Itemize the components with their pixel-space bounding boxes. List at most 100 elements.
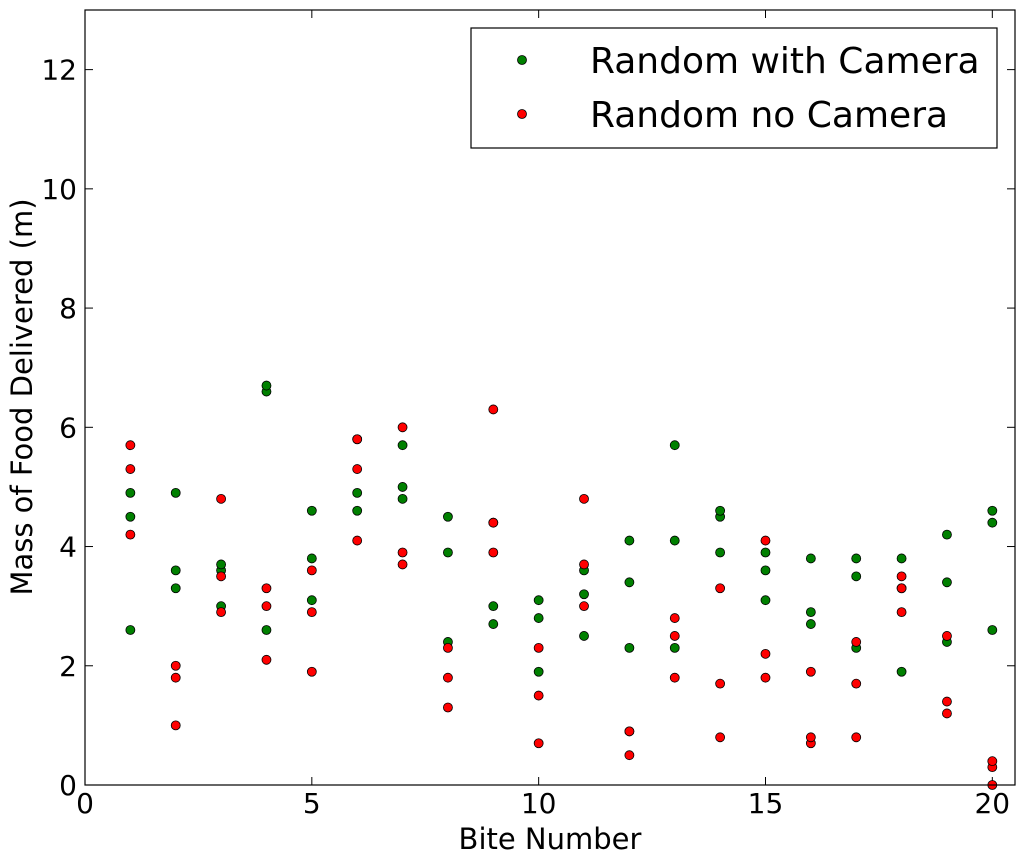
data-point-series-2	[352, 535, 363, 546]
data-point-series-2	[624, 726, 635, 737]
data-points	[125, 380, 998, 790]
data-point-series-1	[624, 535, 635, 546]
data-point-series-2	[125, 529, 136, 540]
data-point-series-2	[942, 708, 952, 719]
data-point-series-2	[760, 648, 771, 659]
data-point-series-1	[125, 625, 136, 635]
data-point-series-1	[125, 511, 136, 522]
data-point-series-2	[216, 607, 226, 618]
data-point-series-2	[125, 440, 136, 451]
data-point-series-2	[760, 672, 771, 683]
data-point-series-2	[443, 642, 453, 653]
data-point-series-2	[896, 571, 907, 582]
y-tick-label: 2	[59, 650, 77, 683]
data-point-series-1	[261, 625, 272, 635]
data-point-series-1	[669, 642, 680, 653]
data-point-series-1	[805, 619, 816, 629]
data-point-series-1	[397, 482, 408, 492]
data-point-series-2	[987, 756, 998, 767]
data-point-series-2	[488, 517, 499, 528]
data-point-series-1	[805, 607, 816, 618]
data-point-series-1	[579, 631, 589, 641]
data-point-series-2	[896, 583, 907, 594]
data-point-series-2	[579, 601, 589, 612]
data-point-series-1	[669, 535, 680, 546]
data-point-series-1	[987, 505, 998, 516]
data-point-series-1	[443, 511, 453, 522]
data-point-series-1	[306, 505, 317, 516]
data-point-series-1	[125, 487, 136, 498]
data-point-series-2	[397, 422, 408, 433]
data-point-series-1	[987, 625, 998, 635]
data-point-series-1	[942, 529, 952, 540]
x-tick-label: 10	[521, 787, 557, 820]
y-axis-label: Mass of Food Delivered (m)	[5, 198, 39, 595]
data-point-series-1	[533, 595, 544, 606]
data-point-series-2	[669, 631, 680, 641]
data-point-series-2	[261, 601, 272, 612]
y-tick-label: 8	[59, 292, 77, 325]
data-point-series-2	[715, 678, 726, 689]
data-point-series-2	[624, 750, 635, 761]
data-point-series-1	[170, 487, 181, 498]
data-point-series-1	[352, 505, 363, 516]
data-point-series-1	[261, 380, 272, 391]
y-tick-label: 0	[59, 769, 77, 802]
legend-label: Random with Camera	[590, 41, 980, 82]
data-point-series-1	[488, 619, 499, 629]
data-point-series-1	[306, 553, 317, 564]
data-point-series-1	[715, 505, 726, 516]
data-point-series-2	[851, 678, 862, 689]
data-point-series-2	[488, 404, 499, 415]
data-point-series-2	[851, 637, 862, 647]
data-point-series-2	[533, 690, 544, 701]
data-point-series-2	[942, 631, 952, 641]
data-point-series-1	[760, 595, 771, 606]
data-point-series-2	[125, 464, 136, 474]
data-point-series-1	[397, 440, 408, 451]
data-point-series-2	[942, 696, 952, 707]
data-point-series-2	[533, 642, 544, 653]
data-point-series-2	[896, 607, 907, 618]
legend: Random with Camera Random no Camera	[470, 27, 998, 149]
data-point-series-1	[624, 577, 635, 588]
x-tick-label: 0	[76, 787, 94, 820]
x-tick-label: 5	[303, 787, 321, 820]
data-point-series-1	[624, 642, 635, 653]
legend-marker	[517, 109, 527, 119]
data-point-series-2	[805, 666, 816, 677]
data-point-series-1	[579, 589, 589, 600]
data-point-series-2	[397, 559, 408, 570]
legend-label: Random no Camera	[590, 95, 948, 136]
data-point-series-1	[216, 559, 226, 570]
x-tick-label: 20	[974, 787, 1010, 820]
data-point-series-1	[533, 666, 544, 677]
data-point-series-2	[306, 607, 317, 618]
plot-frame	[84, 9, 1016, 786]
data-point-series-2	[851, 732, 862, 743]
y-tick-label: 6	[59, 411, 77, 444]
data-point-series-2	[805, 732, 816, 743]
data-point-series-2	[443, 672, 453, 683]
data-point-series-1	[942, 577, 952, 588]
data-point-series-1	[352, 487, 363, 498]
data-point-series-2	[216, 571, 226, 582]
data-point-series-1	[805, 553, 816, 564]
data-point-series-2	[216, 493, 226, 504]
data-point-series-2	[715, 583, 726, 594]
data-point-series-1	[397, 493, 408, 504]
data-point-series-2	[443, 702, 453, 713]
legend-box	[470, 27, 998, 149]
data-point-series-2	[533, 738, 544, 749]
data-point-series-2	[669, 613, 680, 623]
data-point-series-2	[261, 654, 272, 665]
data-point-series-1	[896, 553, 907, 564]
data-point-series-2	[760, 535, 771, 546]
data-point-series-2	[352, 434, 363, 445]
legend-marker	[517, 55, 527, 65]
data-point-series-1	[443, 547, 453, 558]
data-point-series-2	[352, 464, 363, 474]
data-point-series-1	[533, 613, 544, 623]
y-tick-label: 12	[41, 54, 77, 87]
